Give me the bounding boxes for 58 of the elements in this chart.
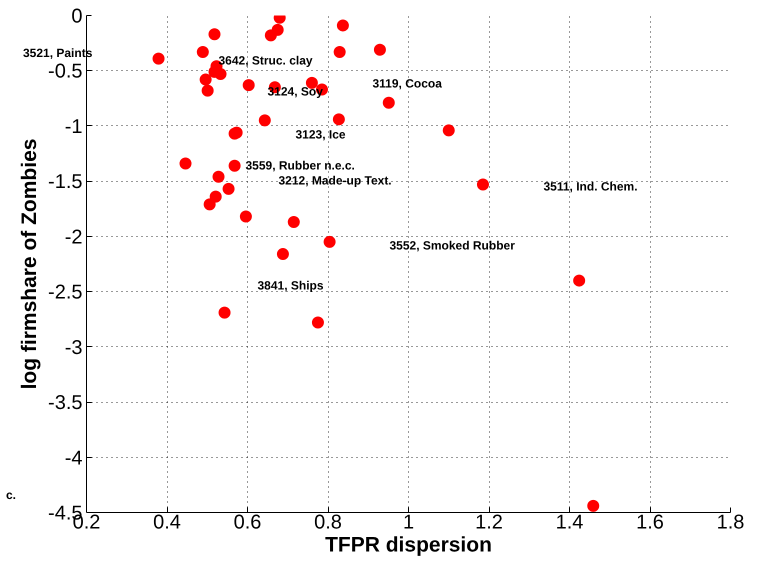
x-tick-label: 0.8 — [314, 512, 342, 534]
x-tick-label: 1.4 — [556, 512, 584, 534]
x-tick-label: 1.8 — [716, 512, 744, 534]
point — [312, 316, 324, 329]
y-tick-label: -2.5 — [48, 282, 83, 304]
point — [212, 170, 225, 183]
point — [324, 236, 336, 248]
y-tick-label: 0 — [71, 6, 82, 28]
x-tick-label: 1.2 — [475, 512, 503, 534]
point — [276, 248, 289, 260]
y-tick-label: -3 — [64, 336, 83, 359]
point — [240, 210, 252, 222]
point — [476, 178, 489, 190]
annotation: 3123, Ice — [296, 128, 346, 142]
y-tick-label: -3.5 — [48, 392, 83, 414]
y-axis-title: log firmshare of Zombies — [18, 138, 42, 390]
point — [336, 19, 349, 32]
x-tick-label: 1.6 — [636, 512, 664, 534]
point — [228, 160, 241, 172]
point — [573, 274, 586, 287]
y-tick-label: -0.5 — [48, 60, 83, 83]
text: c. — [6, 487, 16, 503]
point — [152, 52, 165, 65]
point — [222, 182, 235, 195]
point — [202, 84, 214, 97]
point — [204, 198, 216, 210]
point — [214, 68, 227, 80]
annotation: 3642, Struc. clay — [218, 54, 313, 68]
annotation: 3119, Cocoa — [372, 76, 442, 90]
point — [200, 74, 212, 86]
point — [334, 46, 346, 58]
point — [374, 44, 386, 56]
x-axis-title: TFPR dispersion — [325, 534, 492, 556]
x-tick-label: 0.6 — [234, 512, 262, 534]
point — [208, 28, 220, 40]
annotation: 3841, Ships — [258, 278, 324, 292]
point — [210, 190, 222, 203]
annotation: 3212, Made-up Text. — [278, 174, 392, 188]
annotation: 3559, Rubber n.e.c. — [246, 158, 355, 172]
point — [272, 24, 284, 36]
point — [587, 500, 600, 512]
y-tick-label: -1.5 — [48, 171, 83, 194]
point — [288, 216, 300, 228]
annotation: 3511, Ind. Chem. — [544, 180, 638, 194]
point — [258, 114, 271, 126]
point — [242, 79, 255, 92]
point — [218, 306, 231, 319]
annotation: 3552, Smoked Rubber — [390, 238, 516, 252]
y-tick-label: -2 — [64, 226, 83, 248]
y-tick-label: -4 — [64, 447, 83, 470]
x-tick-label: 0.4 — [153, 512, 181, 534]
point — [196, 46, 209, 58]
point — [382, 96, 395, 109]
point — [180, 158, 192, 170]
x-tick-label: 1 — [402, 512, 414, 534]
y-tick-label: -1 — [64, 116, 83, 138]
point — [332, 113, 345, 126]
point — [442, 124, 455, 136]
